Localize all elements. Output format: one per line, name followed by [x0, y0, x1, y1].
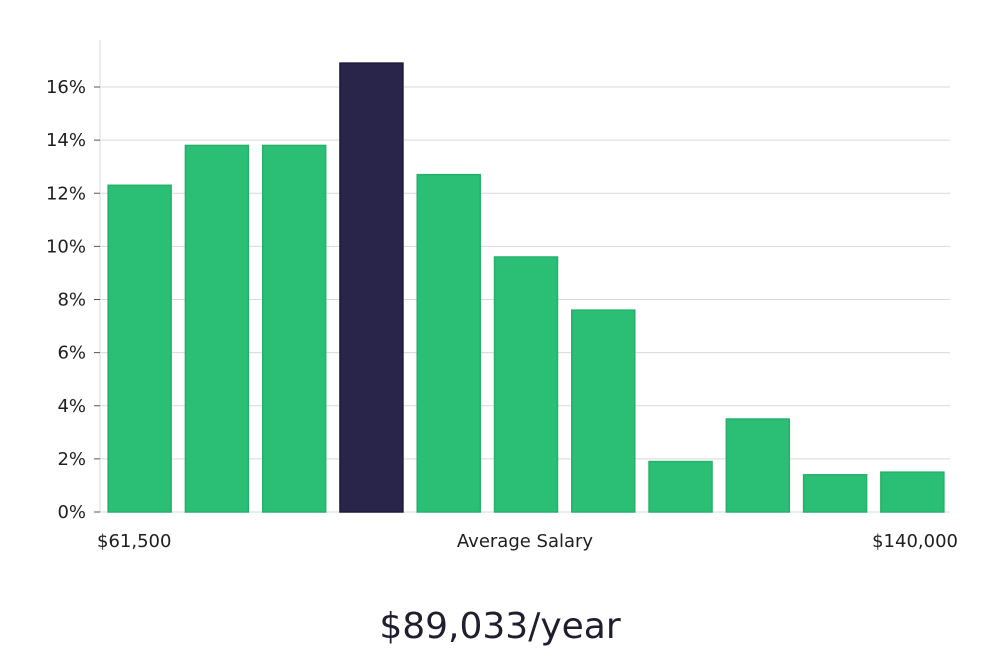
- bars: [107, 62, 945, 513]
- y-tick-label: 14%: [46, 130, 86, 151]
- y-tick-label: 12%: [46, 183, 86, 204]
- x-min-label: $61,500: [97, 531, 171, 552]
- bar: [725, 418, 791, 513]
- bar: [648, 460, 713, 513]
- bar: [184, 144, 250, 513]
- x-center-label: Average Salary: [457, 531, 594, 552]
- salary-distribution-chart: 0% 2% 4% 6% 8% 10% 12% 14% 16% $61,500 Average S…: [46, 40, 958, 552]
- y-tick-label: 6%: [57, 343, 86, 364]
- bar: [416, 173, 481, 513]
- y-tick-label: 0%: [57, 502, 86, 523]
- bar: [880, 471, 945, 513]
- y-tick-label: 8%: [57, 290, 86, 311]
- bar: [571, 309, 636, 513]
- y-axis: 0% 2% 4% 6% 8% 10% 12% 14% 16%: [46, 40, 101, 523]
- bar: [802, 474, 868, 513]
- y-tick-label: 2%: [57, 449, 86, 470]
- y-tick-label: 10%: [46, 236, 86, 257]
- y-tick-label: 16%: [46, 77, 86, 98]
- bar-highlighted: [339, 62, 404, 513]
- x-max-label: $140,000: [872, 531, 958, 552]
- bar: [107, 184, 172, 513]
- y-tick-label: 4%: [57, 396, 86, 417]
- bar: [261, 144, 327, 513]
- bar: [493, 256, 559, 513]
- average-salary-figure: $89,033/year: [379, 606, 621, 647]
